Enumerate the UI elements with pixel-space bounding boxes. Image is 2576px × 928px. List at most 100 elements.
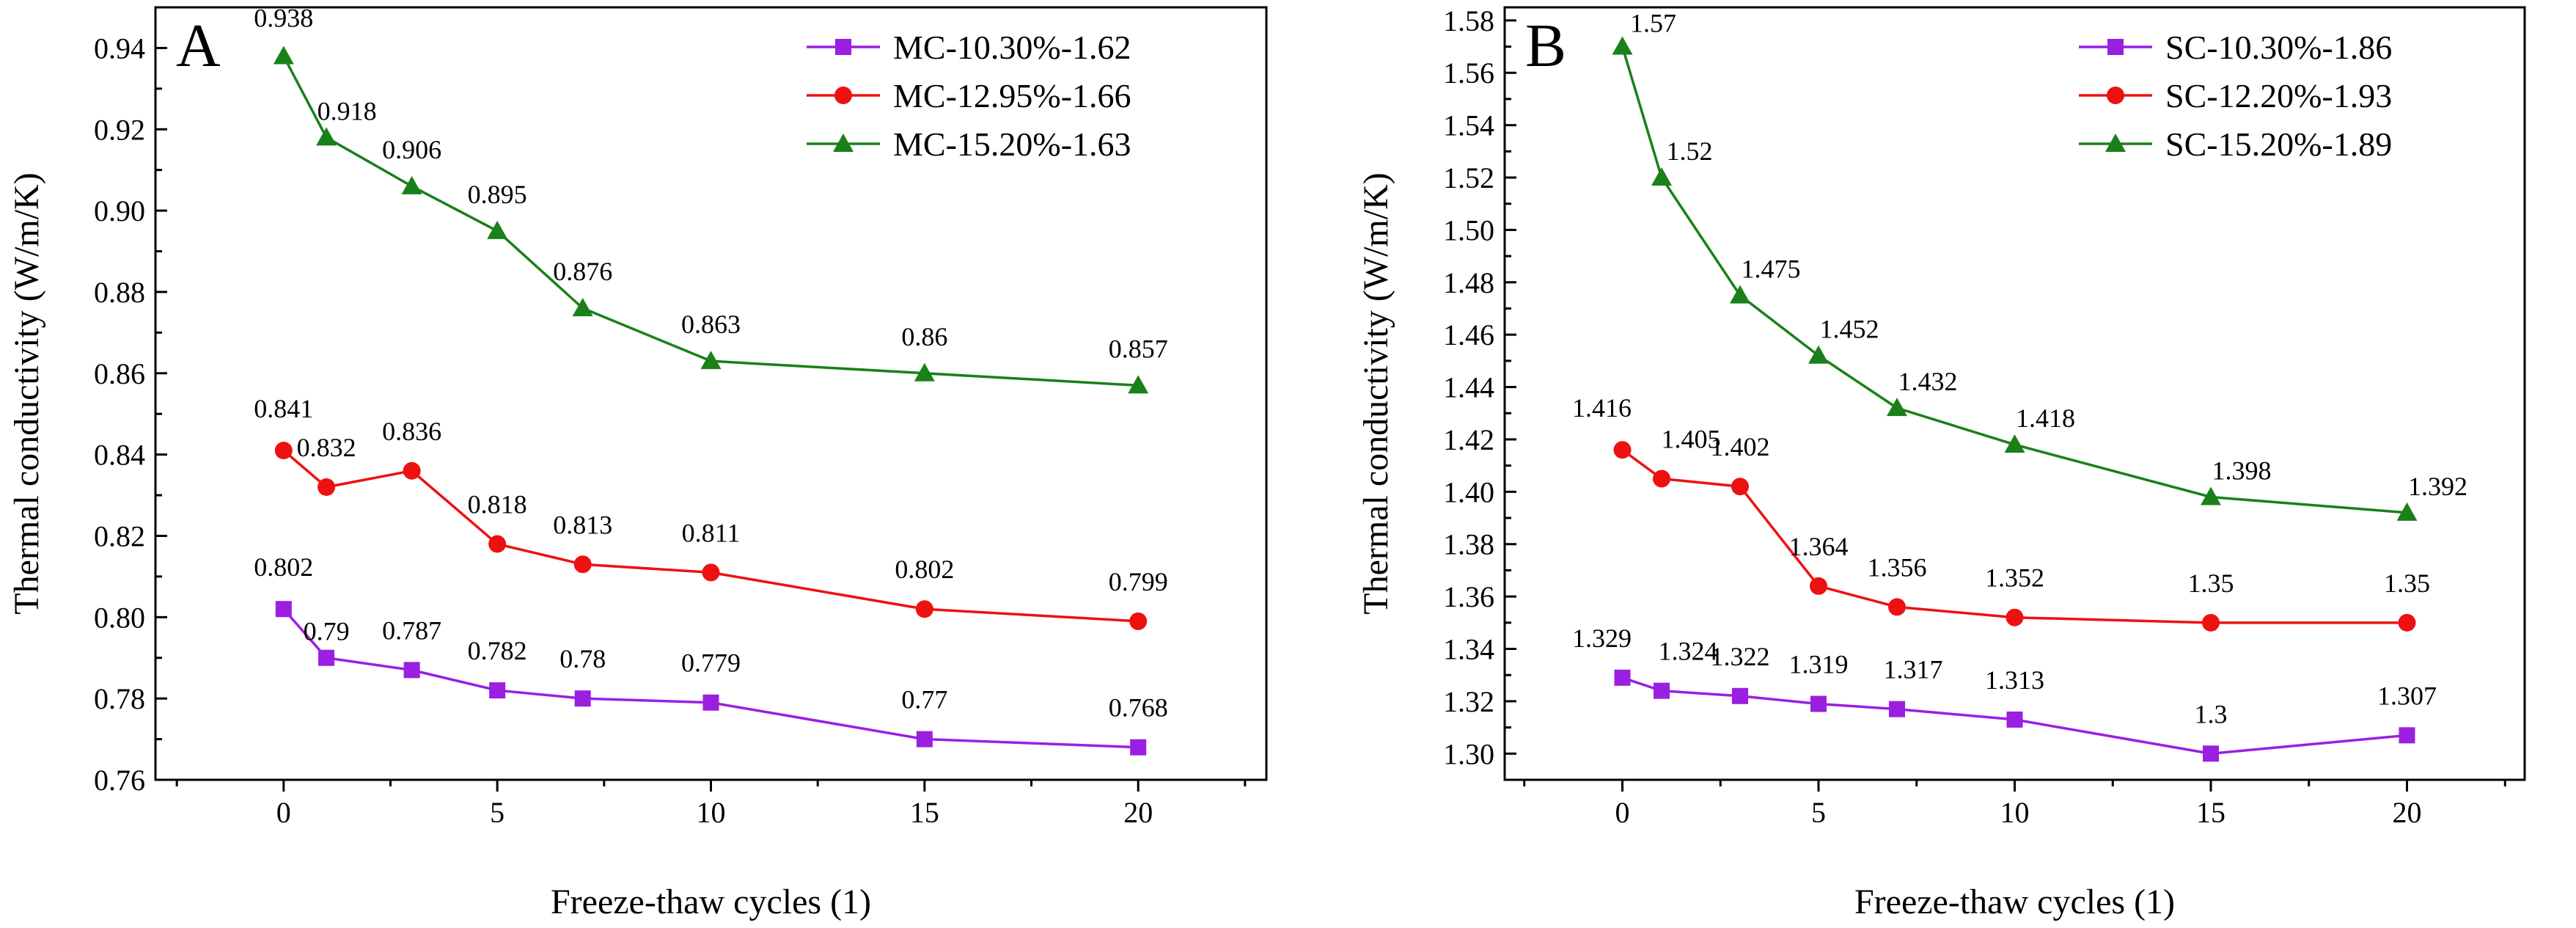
series-line (282, 55, 1139, 387)
chart-panel-b: 1.301.321.341.361.381.401.421.441.461.48… (1357, 4, 2526, 921)
legend: MC-10.30%-1.62 MC-12.95%-1.66 MC-15.20%-1.… (807, 29, 1131, 163)
y-tick-label: 0.94 (94, 32, 145, 65)
data-point (1130, 739, 1147, 756)
y-tick-label: 1.38 (1443, 528, 1494, 561)
legend: SC-10.30%-1.86 SC-12.20%-1.93 SC-15.20%-1.… (2079, 29, 2392, 163)
data-label: 1.418 (2016, 403, 2075, 433)
data-label: 0.836 (382, 417, 441, 446)
legend-marker (833, 134, 854, 152)
data-point (1730, 285, 1750, 304)
legend-entry: SC-15.20%-1.89 (2165, 125, 2392, 163)
data-label: 0.863 (681, 310, 741, 339)
y-tick-label: 1.32 (1443, 685, 1494, 718)
y-axis-title: Thermal conductivity (W/m/K) (7, 172, 46, 614)
data-point (487, 220, 508, 239)
data-label: 1.322 (1711, 642, 1770, 671)
data-point (2202, 613, 2220, 632)
y-tick-label: 1.54 (1443, 109, 1494, 142)
y-tick-label: 1.46 (1443, 318, 1494, 351)
data-label: 0.86 (901, 322, 947, 351)
data-label: 1.317 (1884, 655, 1943, 684)
data-point (275, 601, 292, 618)
data-point (702, 694, 719, 711)
legend-entry: SC-12.20%-1.93 (2165, 77, 2392, 114)
data-point (2201, 486, 2221, 505)
data-point (1129, 612, 1148, 630)
y-tick-label: 0.76 (94, 764, 145, 797)
x-axis-title: Freeze-thaw cycles (1) (551, 883, 871, 921)
data-label: 1.52 (1667, 136, 1713, 166)
data-label: 0.787 (382, 615, 441, 645)
series-line (282, 608, 1139, 749)
x-axis-title: Freeze-thaw cycles (1) (1854, 883, 2175, 921)
y-tick-label: 1.34 (1443, 633, 1494, 666)
data-label: 0.779 (681, 648, 741, 678)
y-tick-label: 0.78 (94, 682, 145, 715)
data-point (274, 442, 293, 460)
data-point (1614, 669, 1631, 686)
legend-marker (2105, 134, 2126, 152)
y-axis-title: Thermal conductivity (W/m/K) (1357, 172, 1395, 614)
data-label: 1.319 (1789, 649, 1849, 679)
data-point (318, 649, 335, 666)
data-label: 1.329 (1572, 624, 1632, 653)
data-point (488, 535, 507, 553)
data-point (1654, 682, 1670, 699)
legend-entry: MC-10.30%-1.62 (893, 29, 1131, 66)
y-tick-label: 1.30 (1443, 737, 1494, 770)
data-point (1651, 167, 1672, 186)
data-label: 0.876 (553, 257, 612, 286)
legend-entry: SC-10.30%-1.86 (2165, 29, 2392, 66)
data-point (2399, 727, 2415, 744)
data-point (572, 298, 593, 317)
data-label: 0.906 (382, 135, 441, 164)
data-label: 0.918 (318, 96, 377, 125)
y-tick-label: 1.42 (1443, 423, 1494, 456)
data-point (914, 362, 935, 381)
y-tick-label: 1.40 (1443, 475, 1494, 508)
data-label: 1.475 (1742, 255, 1801, 284)
data-label: 0.79 (304, 617, 350, 646)
data-label: 1.398 (2212, 456, 2272, 485)
data-point (2004, 434, 2025, 453)
data-point (316, 127, 337, 146)
series-line (1621, 46, 2407, 514)
legend-marker (2107, 87, 2124, 104)
data-point (2203, 745, 2219, 762)
data-point (1810, 695, 1827, 712)
x-tick-label: 15 (910, 796, 939, 829)
x-tick-label: 10 (697, 796, 726, 829)
y-tick-label: 1.58 (1443, 4, 1494, 37)
data-point (916, 731, 933, 748)
data-label: 0.802 (254, 552, 313, 582)
data-point (401, 175, 422, 194)
y-tick-label: 1.56 (1443, 56, 1494, 89)
x-tick-label: 5 (490, 796, 504, 829)
data-label: 1.432 (1898, 367, 1958, 396)
data-point (318, 478, 336, 496)
data-point (700, 351, 722, 370)
x-tick-label: 10 (2000, 796, 2030, 829)
data-point (702, 563, 720, 582)
data-label: 1.35 (2188, 569, 2234, 598)
data-label: 0.768 (1109, 693, 1168, 723)
series-line (1621, 676, 2407, 756)
y-tick-label: 0.88 (94, 276, 145, 309)
data-label: 1.356 (1868, 552, 1927, 582)
data-point (273, 45, 294, 65)
y-tick-label: 0.90 (94, 194, 145, 227)
legend-marker (2107, 39, 2124, 55)
y-tick-label: 0.92 (94, 113, 145, 146)
data-point (1732, 687, 1748, 704)
chart-panel-a: 0.76 0.78 0.80 0.82 0.84 0.86 0.88 0.90 0.92 0.94… (7, 4, 1268, 921)
data-label: 0.799 (1109, 567, 1168, 596)
data-point (574, 690, 591, 707)
data-point (915, 600, 933, 618)
data-point (489, 682, 506, 699)
data-label: 0.811 (682, 518, 741, 547)
x-tick-label: 15 (2196, 796, 2225, 829)
data-label: 1.313 (1985, 665, 2044, 695)
